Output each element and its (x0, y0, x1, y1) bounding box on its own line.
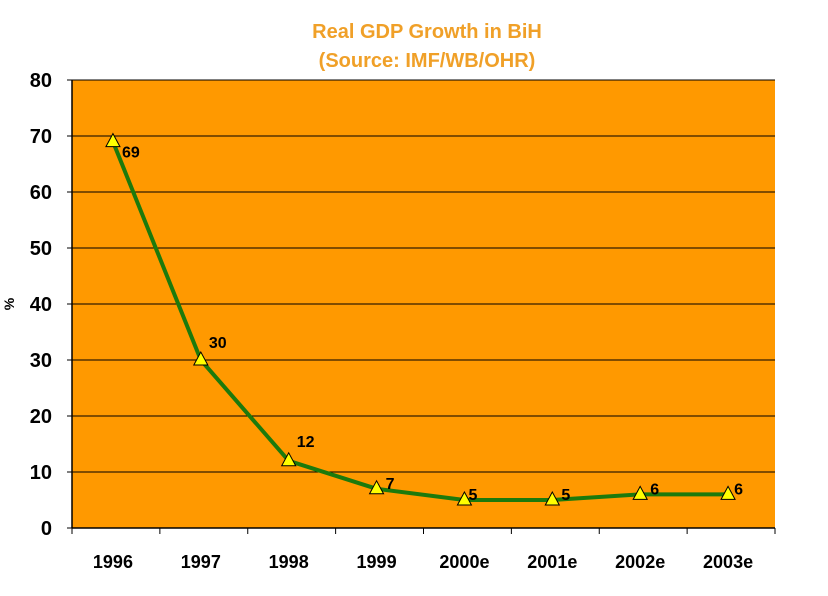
data-label: 5 (561, 487, 570, 504)
data-point-marker (456, 490, 473, 506)
x-tick-label: 1997 (181, 552, 221, 572)
y-tick-label: 50 (30, 238, 52, 260)
x-tick-label: 2002e (615, 552, 665, 572)
data-point-marker (192, 350, 209, 366)
series-line (111, 140, 729, 502)
y-tick-label: 60 (30, 182, 52, 204)
x-tick-label: 2000e (439, 552, 489, 572)
y-tick-label: 30 (30, 350, 52, 372)
chart-subtitle: (Source: IMF/WB/OHR) (319, 50, 536, 72)
y-tick-label: 10 (30, 462, 52, 484)
y-axis-label: % (1, 297, 17, 310)
y-tick-label: 40 (30, 294, 52, 316)
x-tick-label: 2003e (703, 552, 753, 572)
data-markers (105, 132, 736, 506)
data-point-marker (368, 479, 385, 495)
data-label: 30 (209, 335, 227, 352)
data-label: 6 (650, 481, 659, 498)
data-label: 5 (468, 487, 477, 504)
data-point-marker (105, 132, 121, 148)
x-tick-label: 1998 (269, 552, 309, 572)
data-label: 6 (734, 481, 743, 498)
x-tick-label: 1999 (357, 552, 397, 572)
y-tick-label: 70 (30, 126, 52, 148)
data-label: 7 (386, 476, 395, 493)
y-tick-label: 20 (30, 406, 52, 428)
x-tick-label: 1996 (93, 552, 133, 572)
y-tick-label: 0 (41, 518, 52, 540)
data-point-marker (720, 485, 736, 500)
gridlines (72, 79, 775, 473)
data-point-marker (632, 485, 649, 500)
y-axis-ticks: 0 10 20 30 40 50 60 70 80 (30, 70, 72, 540)
x-axis-ticks: 1996 1997 1998 1999 2000e 2001e 2002e 2003e (71, 528, 776, 572)
data-point-marker (544, 490, 561, 506)
data-label: 69 (122, 145, 140, 162)
data-point-marker (280, 451, 297, 467)
chart-title: Real GDP Growth in BiH (312, 21, 542, 43)
data-label: 12 (297, 434, 315, 451)
data-labels: 69 30 12 7 5 5 6 6 (122, 145, 743, 504)
y-tick-label: 80 (30, 70, 52, 92)
x-tick-label: 2001e (527, 552, 577, 572)
